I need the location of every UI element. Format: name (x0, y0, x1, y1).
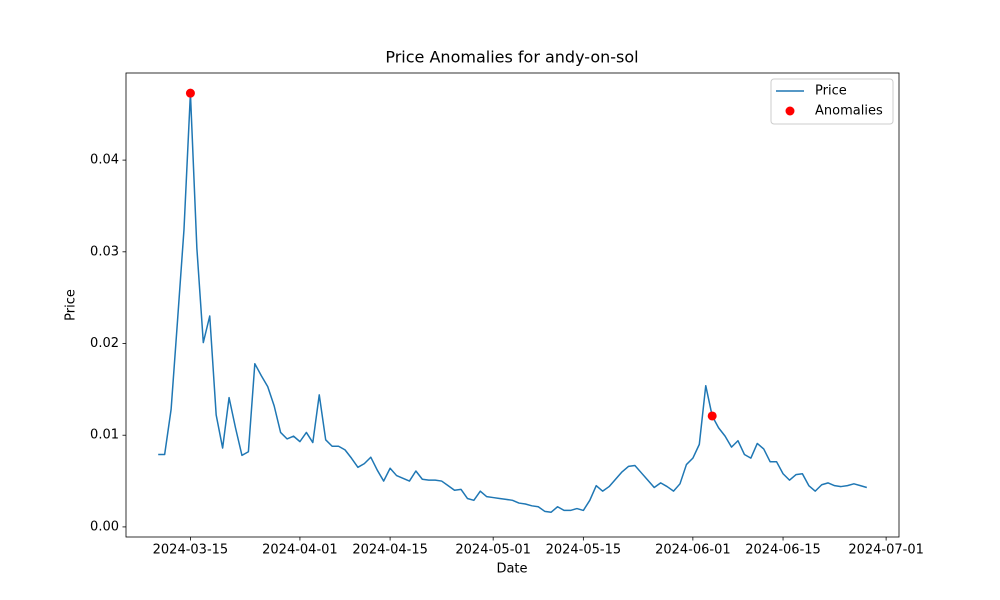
x-axis-label: Date (496, 562, 527, 577)
y-tick-label: 0.03 (90, 244, 119, 259)
y-axis-label: Price (64, 289, 79, 321)
x-tick-label: 2024-06-01 (655, 543, 731, 558)
legend-label: Anomalies (815, 104, 883, 119)
x-tick-label: 2024-06-15 (745, 543, 821, 558)
price-line (158, 92, 867, 513)
anomaly-point (185, 88, 195, 98)
plot-frame (125, 72, 900, 538)
y-tick-label: 0.01 (90, 428, 119, 443)
y-tick-label: 0.02 (90, 336, 119, 351)
x-tick-label: 2024-07-01 (848, 543, 924, 558)
chart-title: Price Anomalies for andy-on-sol (385, 48, 638, 67)
y-tick-label: 0.00 (90, 519, 119, 534)
x-tick-label: 2024-04-15 (352, 543, 428, 558)
legend-label: Price (815, 84, 847, 99)
x-tick-label: 2024-03-15 (153, 543, 229, 558)
x-tick-label: 2024-05-15 (546, 543, 622, 558)
anomaly-point (707, 411, 717, 421)
legend-marker (785, 106, 795, 116)
y-tick-label: 0.04 (90, 153, 119, 168)
legend: Price Anomalies (770, 78, 894, 125)
x-tick-label: 2024-05-01 (455, 543, 531, 558)
x-tick-label: 2024-04-01 (262, 543, 338, 558)
